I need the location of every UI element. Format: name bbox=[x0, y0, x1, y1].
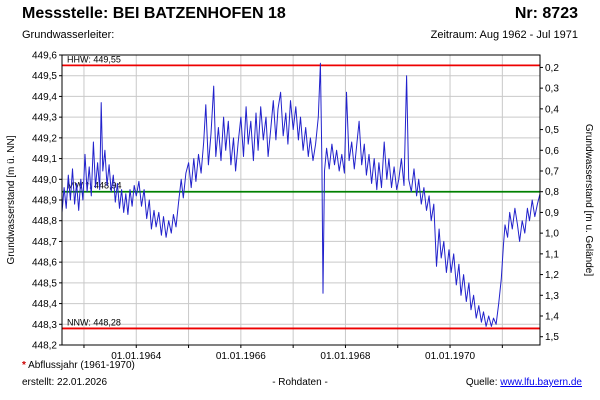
data-type-label: - Rohdaten - bbox=[272, 377, 328, 388]
source-link[interactable]: www.lfu.bayern.de bbox=[500, 377, 582, 388]
period-label: Zeitraum: Aug 1962 - Jul 1971 bbox=[430, 29, 578, 41]
y-axis-tick-label-right: 0,9 bbox=[545, 208, 559, 219]
footnote-asterisk: * bbox=[22, 360, 26, 371]
reference-line-label-mw: MW *: 448,94 bbox=[67, 181, 122, 191]
aquifer-label: Grundwasserleiter: bbox=[22, 29, 115, 41]
footnote-text: Abflussjahr (1961-1970) bbox=[28, 360, 135, 371]
y-axis-tick-label-left: 449,4 bbox=[32, 92, 57, 103]
y-axis-tick-label-left: 448,4 bbox=[32, 299, 57, 310]
y-axis-tick-label-right: 0,4 bbox=[545, 104, 559, 115]
y-axis-tick-label-right: 0,5 bbox=[545, 125, 559, 136]
y-axis-tick-label-left: 448,3 bbox=[32, 320, 57, 331]
y-axis-tick-label-right: 1,1 bbox=[545, 249, 559, 260]
y-axis-tick-label-left: 449,0 bbox=[32, 175, 57, 186]
y-axis-tick-label-left: 448,6 bbox=[32, 258, 57, 269]
y-axis-tick-label-right: 0,8 bbox=[545, 187, 559, 198]
y-axis-title-right: Grundwasserstand [m u. Gelände] bbox=[583, 124, 594, 277]
y-axis-tick-label-left: 449,1 bbox=[32, 154, 57, 165]
created-date: erstellt: 22.01.2026 bbox=[22, 377, 108, 388]
y-axis-tick-label-right: 0,3 bbox=[545, 84, 559, 95]
y-axis-tick-label-right: 0,2 bbox=[545, 63, 559, 74]
y-axis-title-left: Grundwasserstand [m ü. NN] bbox=[6, 135, 17, 264]
y-axis-tick-label-left: 449,6 bbox=[32, 51, 57, 62]
y-axis-tick-label-left: 448,7 bbox=[32, 237, 57, 248]
y-axis-tick-label-right: 1,2 bbox=[545, 270, 559, 281]
y-axis-tick-label-left: 448,8 bbox=[32, 216, 57, 227]
reference-line-label-hhw: HHW: 449,55 bbox=[67, 54, 121, 64]
footnote: * Abflussjahr (1961-1970) bbox=[22, 360, 135, 371]
reference-line-label-nnw: NNW: 448,28 bbox=[67, 317, 121, 327]
y-axis-tick-label-left: 449,3 bbox=[32, 113, 57, 124]
y-axis-tick-label-left: 448,9 bbox=[32, 196, 57, 207]
source-label: Quelle: bbox=[465, 377, 498, 388]
y-axis-tick-label-right: 0,6 bbox=[545, 146, 559, 157]
y-axis-tick-label-right: 1,3 bbox=[545, 291, 559, 302]
x-axis-tick-label: 01.01.1968 bbox=[320, 351, 370, 362]
y-axis-tick-label-left: 448,5 bbox=[32, 278, 57, 289]
y-axis-tick-label-right: 0,7 bbox=[545, 167, 559, 178]
station-number: Nr: 8723 bbox=[514, 5, 578, 22]
page-title: Messstelle: BEI BATZENHOFEN 18 bbox=[22, 5, 286, 22]
source: Quelle: www.lfu.bayern.de bbox=[466, 377, 582, 388]
y-axis-tick-label-left: 448,2 bbox=[32, 341, 57, 352]
series-line bbox=[61, 62, 541, 327]
y-axis-tick-label-right: 1,5 bbox=[545, 332, 559, 343]
plot-border bbox=[61, 54, 541, 346]
y-axis-tick-label-left: 449,5 bbox=[32, 71, 57, 82]
x-axis-tick-label: 01.01.1966 bbox=[216, 351, 266, 362]
x-axis-tick-label: 01.01.1970 bbox=[425, 351, 475, 362]
y-axis-tick-label-left: 449,2 bbox=[32, 133, 57, 144]
y-axis-tick-label-right: 1,4 bbox=[545, 312, 559, 323]
y-axis-tick-label-right: 1,0 bbox=[545, 229, 559, 240]
